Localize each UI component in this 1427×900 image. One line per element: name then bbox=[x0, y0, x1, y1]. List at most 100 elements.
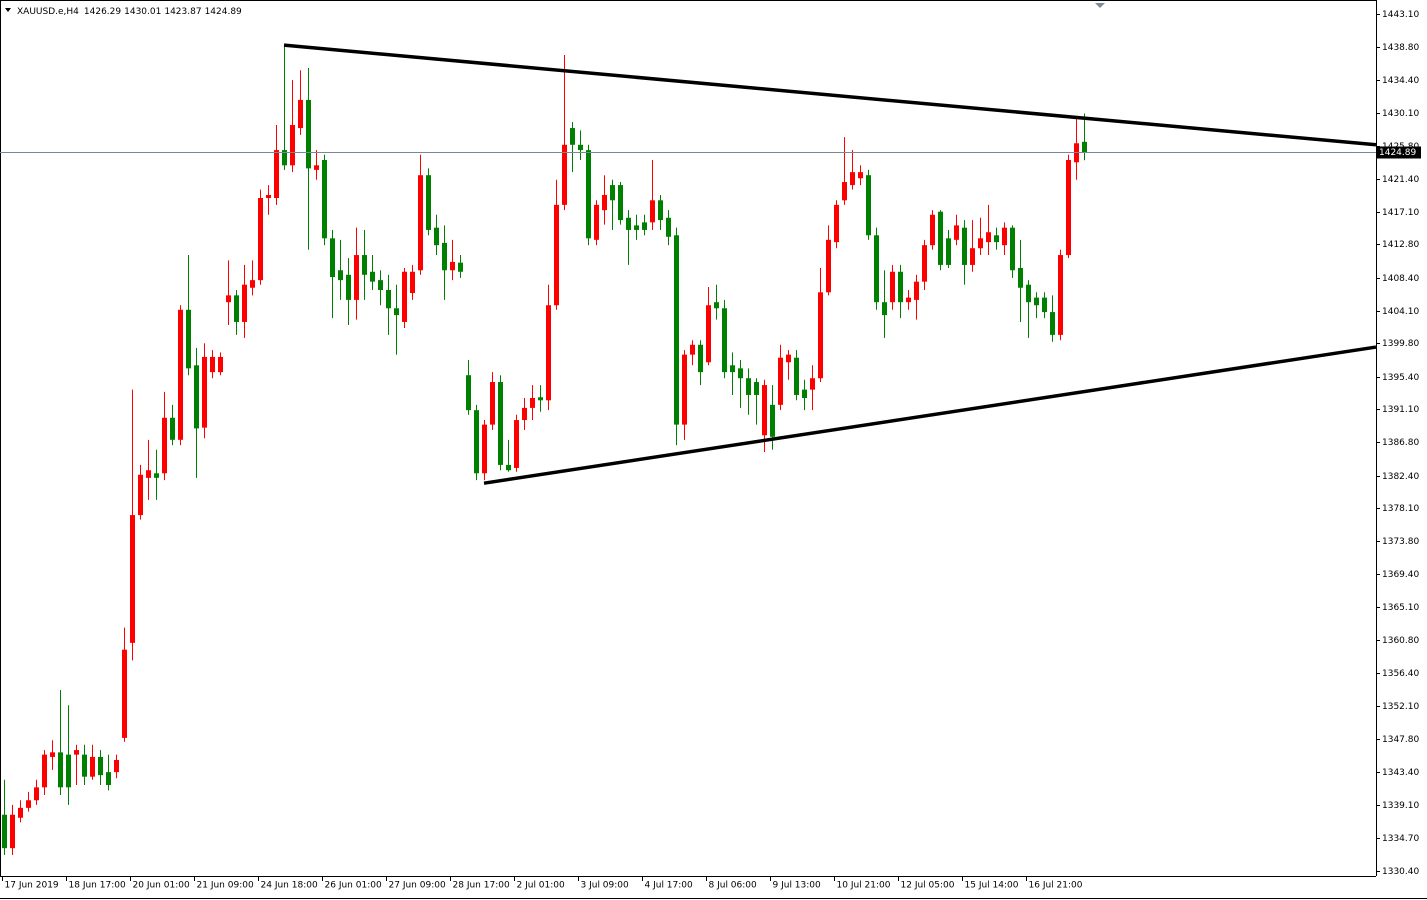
x-tick-label: 17 Jun 2019 bbox=[5, 881, 59, 891]
candle-body bbox=[906, 297, 911, 303]
candle-body bbox=[18, 807, 23, 818]
candle-body bbox=[610, 185, 615, 201]
x-tick-label: 12 Jul 05:00 bbox=[901, 881, 955, 891]
bid-label-box bbox=[1377, 146, 1421, 159]
candle-body bbox=[626, 217, 631, 230]
y-tick-label: 1430.10 bbox=[1382, 109, 1419, 119]
y-tick-label: 1365.10 bbox=[1382, 603, 1419, 613]
candle-body bbox=[714, 302, 719, 309]
y-tick-label: 1373.80 bbox=[1382, 537, 1419, 547]
candle-body bbox=[890, 271, 895, 303]
candle-body bbox=[978, 238, 983, 249]
y-tick-label: 1421.40 bbox=[1382, 175, 1419, 185]
candle-body bbox=[330, 238, 335, 278]
candle-body bbox=[194, 365, 199, 429]
candle-body bbox=[66, 754, 71, 788]
candle-body bbox=[226, 295, 231, 303]
candle-body bbox=[954, 225, 959, 240]
y-tick-label: 1395.40 bbox=[1382, 373, 1419, 383]
plot-area bbox=[2, 43, 1377, 856]
candle-body bbox=[402, 271, 407, 322]
candle-body bbox=[1066, 159, 1071, 256]
candle-body bbox=[218, 356, 223, 373]
header-close: 1424.89 bbox=[205, 7, 242, 17]
candle-body bbox=[474, 410, 479, 474]
candle-body bbox=[266, 194, 271, 199]
candle-body bbox=[810, 378, 815, 390]
candle-body bbox=[802, 389, 807, 399]
symbol-menu-icon bbox=[5, 8, 11, 12]
candle-body bbox=[466, 375, 471, 411]
header-low: 1423.87 bbox=[164, 7, 201, 17]
candle-body bbox=[746, 378, 751, 395]
x-tick-label: 16 Jul 21:00 bbox=[1029, 881, 1083, 891]
candle-body bbox=[434, 227, 439, 246]
candle-body bbox=[1026, 284, 1031, 303]
chart-header: XAUUSD.e,H4 1426.29 1430.01 1423.87 1424.89 bbox=[17, 7, 242, 17]
x-tick-label: 26 Jun 01:00 bbox=[325, 881, 382, 891]
candle-body bbox=[962, 227, 967, 265]
candle-body bbox=[634, 225, 639, 230]
candle-body bbox=[722, 308, 727, 373]
candle-body bbox=[994, 235, 999, 243]
candle-body bbox=[586, 150, 591, 239]
bid-label: 1424.89 bbox=[1379, 148, 1416, 158]
candle-body bbox=[490, 382, 495, 425]
candle-body bbox=[866, 175, 871, 236]
candle-body bbox=[394, 308, 399, 316]
candle-body bbox=[106, 772, 111, 786]
candle-body bbox=[538, 397, 543, 401]
candle-body bbox=[274, 150, 279, 199]
x-tick-label: 27 Jun 09:00 bbox=[389, 881, 446, 891]
x-tick-label: 9 Jul 13:00 bbox=[773, 881, 822, 891]
candle-body bbox=[1082, 141, 1087, 153]
candle-body bbox=[858, 172, 863, 179]
x-tick-label: 18 Jun 17:00 bbox=[69, 881, 126, 891]
candle-body bbox=[178, 309, 183, 440]
candle-body bbox=[1050, 312, 1055, 335]
candle-body bbox=[666, 217, 671, 237]
candle-body bbox=[698, 344, 703, 373]
x-tick-label: 15 Jul 14:00 bbox=[965, 881, 1019, 891]
header-open: 1426.29 bbox=[84, 7, 121, 17]
candle-body bbox=[10, 814, 15, 849]
candle-body bbox=[418, 175, 423, 271]
symbol: XAUUSD.e,H4 bbox=[17, 7, 79, 17]
candle-body bbox=[826, 239, 831, 293]
candle-body bbox=[570, 128, 575, 145]
candle-body bbox=[898, 271, 903, 303]
candle-body bbox=[602, 194, 607, 211]
y-tick-label: 1330.40 bbox=[1382, 867, 1419, 877]
candle-body bbox=[642, 222, 647, 230]
candle-body bbox=[554, 204, 559, 306]
candle-body bbox=[98, 756, 103, 776]
candle-body bbox=[674, 235, 679, 425]
x-tick-label: 24 Jun 18:00 bbox=[261, 881, 318, 891]
y-tick-label: 1386.80 bbox=[1382, 438, 1419, 448]
candle-body bbox=[306, 99, 311, 169]
candle-body bbox=[378, 280, 383, 291]
candle-body bbox=[242, 284, 247, 322]
candle-body bbox=[562, 144, 567, 205]
candle-body bbox=[1058, 255, 1063, 335]
candle-body bbox=[162, 417, 167, 474]
candle-body bbox=[530, 398, 535, 408]
y-tick-label: 1347.80 bbox=[1382, 735, 1419, 745]
candle-body bbox=[882, 302, 887, 316]
candle-body bbox=[762, 385, 767, 436]
candle-body bbox=[154, 473, 159, 478]
candle-body bbox=[1002, 227, 1007, 246]
candle-body bbox=[754, 382, 759, 395]
candle-body bbox=[658, 200, 663, 221]
x-tick-label: 28 Jun 17:00 bbox=[453, 881, 510, 891]
candle-body bbox=[354, 255, 359, 300]
y-tick-label: 1434.40 bbox=[1382, 76, 1419, 86]
candle-body bbox=[450, 261, 455, 271]
y-tick-label: 1382.40 bbox=[1382, 472, 1419, 482]
candle-body bbox=[410, 271, 415, 294]
candle-body bbox=[426, 175, 431, 230]
y-tick-label: 1391.10 bbox=[1382, 405, 1419, 415]
y-tick-label: 1352.10 bbox=[1382, 702, 1419, 712]
candle-body bbox=[458, 262, 463, 272]
